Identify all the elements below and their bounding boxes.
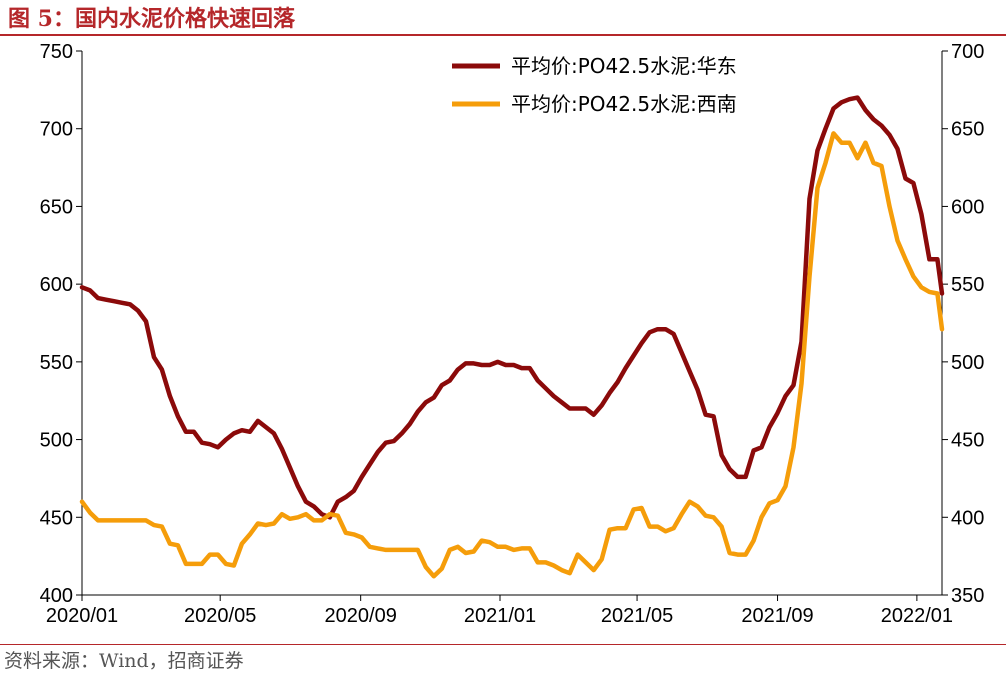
x-tick-label: 2021/05: [601, 605, 673, 627]
chart-title: 图 5：国内水泥价格快速回落: [8, 6, 295, 32]
left-y-tick-label: 750: [40, 41, 73, 63]
right-y-tick-label: 400: [951, 507, 984, 529]
right-y-tick-label: 700: [951, 41, 984, 63]
left-y-tick-label: 600: [40, 274, 73, 296]
right-y-tick-label: 600: [951, 196, 984, 218]
title-divider: [0, 34, 1006, 36]
series-line-east-china: [79, 95, 945, 520]
left-y-tick-label: 550: [40, 352, 73, 374]
x-axis: 2020/01 2020/05 2020/09 2021/01 2021/05 2021/…: [46, 595, 953, 627]
footer-divider: [0, 644, 1006, 645]
right-y-tick-label: 550: [951, 274, 984, 296]
left-y-tick-label: 650: [40, 196, 73, 218]
right-y-tick-label: 650: [951, 119, 984, 141]
legend-label-southwest: 平均价:PO42.5水泥:西南: [511, 92, 737, 116]
x-tick-label: 2021/01: [464, 605, 536, 627]
x-tick-label: 2020/09: [325, 605, 397, 627]
right-y-tick-label: 350: [951, 585, 984, 607]
legend-label-east-china: 平均价:PO42.5水泥:华东: [511, 54, 737, 78]
x-tick-label: 2022/01: [881, 605, 953, 627]
source-note: 资料来源：Wind，招商证券: [4, 650, 244, 672]
right-y-tick-label: 450: [951, 430, 984, 452]
left-y-tick-label: 500: [40, 430, 73, 452]
left-y-tick-label: 400: [40, 585, 73, 607]
series-group: [79, 95, 945, 579]
left-y-axis: 400 450 500 550 600 650 700 750: [40, 41, 82, 607]
legend: 平均价:PO42.5水泥:华东 平均价:PO42.5水泥:西南: [452, 54, 737, 116]
series-line-southwest: [79, 131, 945, 579]
right-y-axis: 350 400 450 500 550 600 650 700: [942, 41, 984, 607]
x-tick-label: 2020/01: [46, 605, 118, 627]
x-tick-label: 2020/05: [184, 605, 256, 627]
plot-frame: [81, 51, 943, 596]
left-y-tick-label: 450: [40, 507, 73, 529]
right-y-tick-label: 500: [951, 352, 984, 374]
left-y-tick-label: 700: [40, 119, 73, 141]
x-tick-label: 2021/09: [741, 605, 813, 627]
line-chart: 400 450 500 550 600 650 700 750 350 400 450 500 550…: [40, 41, 985, 627]
